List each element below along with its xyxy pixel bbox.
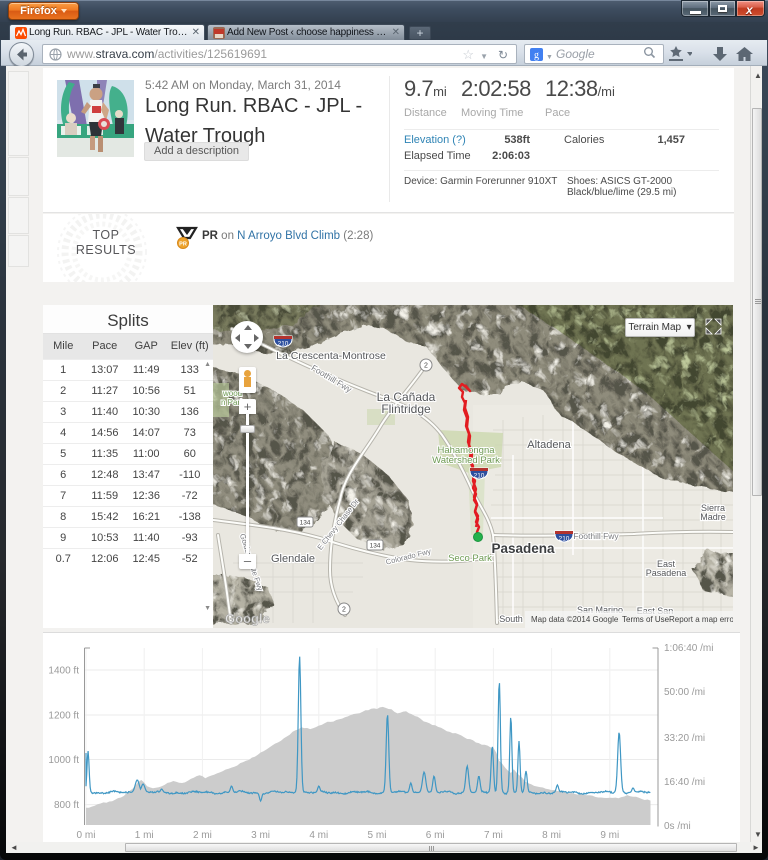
svg-text:Pasadena: Pasadena bbox=[646, 568, 687, 578]
svg-text:Foothill Fwy: Foothill Fwy bbox=[573, 531, 619, 541]
svg-text:7 mi: 7 mi bbox=[484, 830, 503, 841]
svg-text:1 mi: 1 mi bbox=[135, 830, 154, 841]
svg-text:Pasadena: Pasadena bbox=[491, 541, 555, 556]
svg-text:33:20 /mi: 33:20 /mi bbox=[664, 733, 705, 744]
svg-text:wood: wood bbox=[222, 389, 242, 398]
svg-text:2 mi: 2 mi bbox=[193, 830, 212, 841]
svg-text:Madre: Madre bbox=[700, 512, 726, 522]
svg-text:South: South bbox=[499, 614, 523, 624]
svg-text:Glendale: Glendale bbox=[271, 553, 315, 565]
svg-text:Report a map error: Report a map error bbox=[669, 615, 733, 624]
svg-text:n Park: n Park bbox=[221, 398, 245, 407]
svg-text:Watershed Park: Watershed Park bbox=[432, 455, 500, 466]
svg-text:8 mi: 8 mi bbox=[542, 830, 561, 841]
svg-text:Flintridge: Flintridge bbox=[381, 402, 431, 416]
svg-text:East: East bbox=[657, 559, 676, 569]
svg-text:La Crescenta-Montrose: La Crescenta-Montrose bbox=[276, 350, 386, 362]
svg-text:3 mi: 3 mi bbox=[251, 830, 270, 841]
svg-text:9 mi: 9 mi bbox=[600, 830, 619, 841]
svg-text:6 mi: 6 mi bbox=[426, 830, 445, 841]
svg-text:Hahamongna: Hahamongna bbox=[437, 445, 495, 456]
svg-text:Map data ©2014 Google: Map data ©2014 Google bbox=[531, 615, 619, 624]
svg-text:Seco Park: Seco Park bbox=[448, 553, 492, 564]
svg-text:1400 ft: 1400 ft bbox=[48, 666, 79, 677]
svg-text:La Cañada: La Cañada bbox=[377, 390, 436, 404]
svg-text:g: g bbox=[534, 50, 539, 61]
svg-text:Terms of Use: Terms of Use bbox=[622, 615, 670, 624]
svg-text:210: 210 bbox=[278, 341, 289, 348]
svg-text:Altadena: Altadena bbox=[527, 439, 571, 451]
svg-text:0 mi: 0 mi bbox=[77, 830, 96, 841]
svg-text:Sierra: Sierra bbox=[701, 503, 725, 513]
svg-text:PR: PR bbox=[179, 242, 187, 248]
svg-text:4 mi: 4 mi bbox=[309, 830, 328, 841]
svg-text:134: 134 bbox=[300, 520, 311, 527]
svg-text:0s /mi: 0s /mi bbox=[664, 821, 691, 832]
svg-text:16:40 /mi: 16:40 /mi bbox=[664, 777, 705, 788]
svg-text:5 mi: 5 mi bbox=[368, 830, 387, 841]
svg-text:1000 ft: 1000 ft bbox=[48, 755, 79, 766]
svg-text:2: 2 bbox=[424, 363, 428, 370]
svg-text:1:06:40 /mi: 1:06:40 /mi bbox=[664, 643, 713, 654]
svg-text:800 ft: 800 ft bbox=[54, 800, 79, 811]
svg-text:134: 134 bbox=[370, 543, 381, 550]
svg-text:50:00 /mi: 50:00 /mi bbox=[664, 687, 705, 698]
svg-text:2: 2 bbox=[342, 607, 346, 614]
svg-text:1200 ft: 1200 ft bbox=[48, 711, 79, 722]
svg-text:Google: Google bbox=[225, 611, 270, 626]
